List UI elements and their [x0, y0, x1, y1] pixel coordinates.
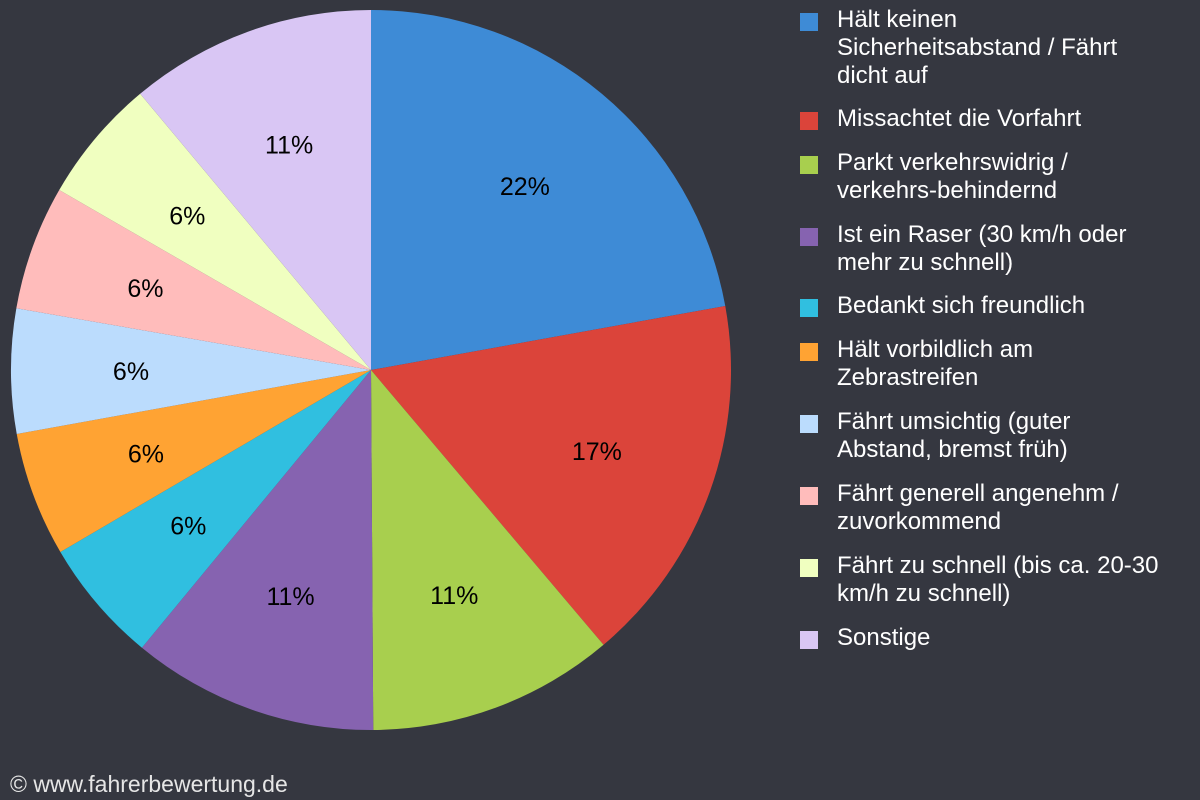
legend-label: Fährt zu schnell (bis ca. 20-30 km/h zu … — [837, 552, 1159, 607]
legend-label: Missachtet die Vorfahrt — [837, 105, 1082, 132]
legend-swatch — [800, 156, 818, 174]
legend-label: Parkt verkehrswidrig / verkehrs-behinder… — [837, 149, 1068, 204]
pie-slice — [16, 370, 371, 552]
slice-data-label: 6% — [169, 203, 205, 231]
legend-swatch — [800, 343, 818, 361]
pie-slice — [60, 370, 371, 648]
pie-slice — [371, 10, 726, 370]
slice-data-label: 11% — [430, 582, 478, 610]
pie-slice — [371, 370, 604, 730]
legend-label: Fährt generell angenehm / zuvorkommend — [837, 480, 1119, 535]
slice-data-label: 6% — [170, 513, 206, 541]
legend-swatch — [800, 487, 818, 505]
slice-data-label: 11% — [265, 131, 313, 159]
slice-data-label: 6% — [127, 275, 163, 303]
slice-data-label: 6% — [113, 358, 149, 386]
pie-slice — [371, 306, 731, 645]
legend-label: Ist ein Raser (30 km/h oder mehr zu schn… — [837, 221, 1127, 276]
legend-swatch — [800, 13, 818, 31]
legend-label: Hält keinen Sicherheitsabstand / Fährt d… — [837, 6, 1118, 89]
legend-label: Sonstige — [837, 624, 931, 651]
slice-data-label: 6% — [128, 440, 164, 468]
pie-slice — [16, 190, 371, 370]
legend-swatch — [800, 559, 818, 577]
legend-swatch — [800, 228, 818, 246]
legend-label: Fährt umsichtig (guter Abstand, bremst f… — [837, 408, 1071, 463]
pie-chart: 22% 17% 11% 11% 6% 6% 6% 6% 6% 11% — [10, 10, 731, 730]
legend-swatch — [800, 415, 818, 433]
slice-data-label: 17% — [572, 438, 622, 466]
legend-label: Bedankt sich freundlich — [837, 292, 1086, 319]
legend-swatch — [800, 299, 818, 317]
legend-label: Hält vorbildlich am Zebrastreifen — [837, 336, 1034, 391]
pie-slice — [141, 370, 374, 730]
copyright-footer: © www.fahrerbewertung.de — [10, 771, 288, 797]
pie-slice — [140, 10, 371, 370]
pie-slice — [10, 308, 372, 434]
slice-data-label: 11% — [266, 583, 314, 611]
legend-swatch — [800, 631, 818, 649]
legend-swatch — [800, 112, 818, 130]
slice-data-label: 22% — [500, 173, 550, 201]
pie-slice — [59, 93, 371, 371]
